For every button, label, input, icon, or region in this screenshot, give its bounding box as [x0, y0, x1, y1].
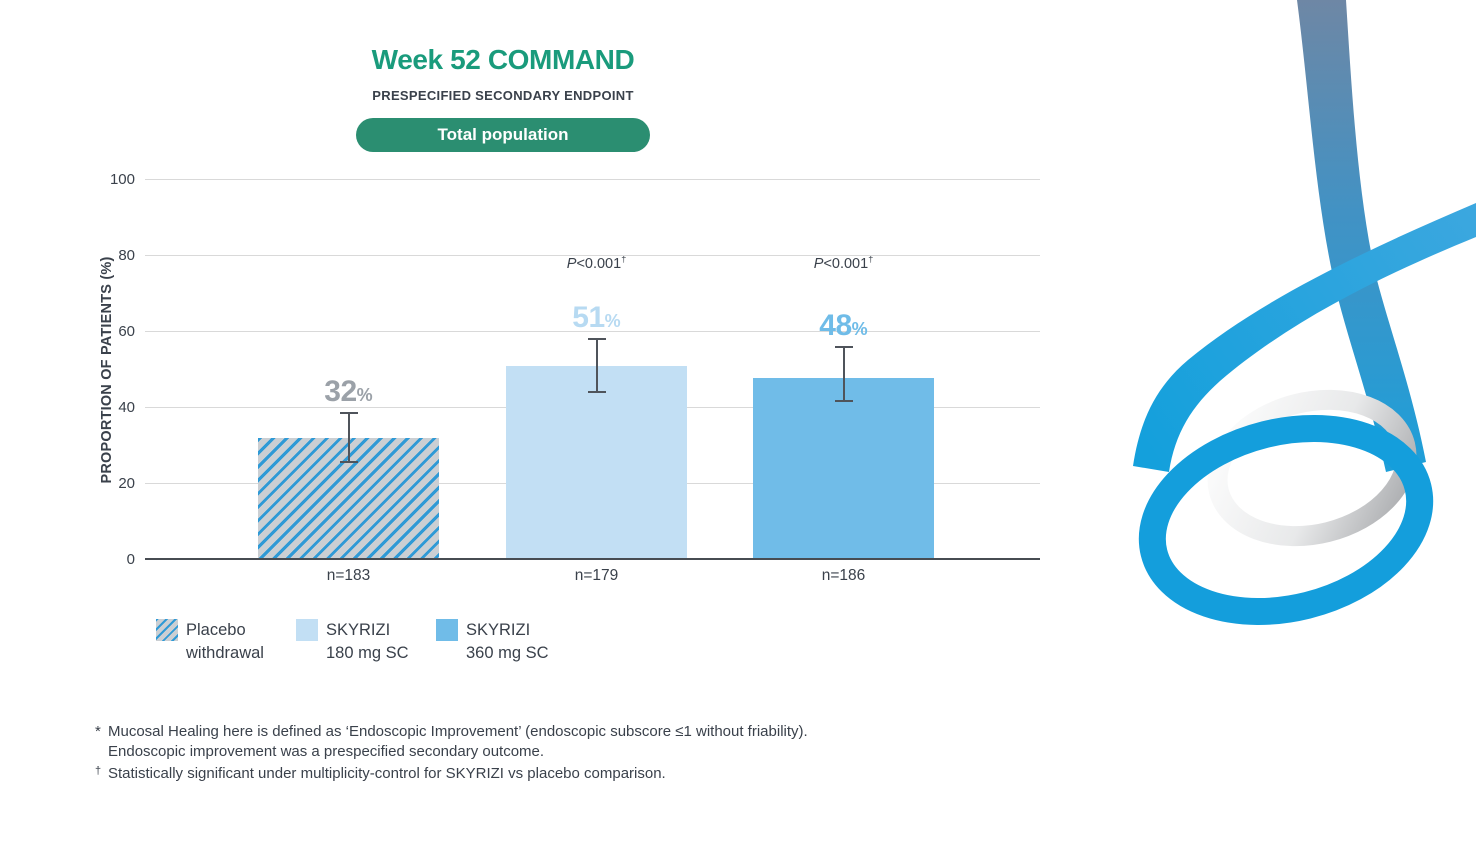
- legend-item-skyrizi-180: SKYRIZI 180 mg SC: [296, 619, 418, 665]
- page-subtitle: PRESPECIFIED SECONDARY ENDPOINT: [372, 88, 634, 103]
- gridline: [145, 331, 1040, 332]
- legend-label: SKYRIZI 360 mg SC: [466, 621, 549, 663]
- skyrizi-360-swatch-icon: [436, 619, 458, 641]
- footnote-text: Statistically significant under multipli…: [108, 765, 666, 782]
- y-tick-label: 0: [126, 551, 135, 568]
- chart-legend: Placebo withdrawal SKYRIZI 180 mg SC SKYRI…: [156, 619, 558, 665]
- y-tick-label: 100: [109, 171, 135, 188]
- gridline: [145, 255, 1040, 256]
- legend-label: Placebo withdrawal: [186, 621, 264, 663]
- y-tick-label: 80: [118, 247, 135, 264]
- page-title: Week 52 COMMAND: [371, 44, 635, 75]
- value-label-skyrizi-360: 48%: [819, 309, 868, 343]
- p-value-label-skyrizi-180: P<0.001†: [566, 254, 627, 272]
- p-value-label-skyrizi-360: P<0.001†: [813, 254, 874, 272]
- asterisk-marker: *: [95, 723, 101, 740]
- legend-label: SKYRIZI 180 mg SC: [326, 621, 409, 663]
- value-label-placebo-withdrawal: 32%: [324, 374, 373, 408]
- error-bar-skyrizi-180: [587, 337, 606, 393]
- n-label-skyrizi-360: n=186: [821, 567, 866, 584]
- error-bar-skyrizi-360: [834, 346, 853, 403]
- dagger-marker: †: [95, 765, 102, 777]
- n-label-skyrizi-180: n=179: [574, 567, 619, 584]
- plot-area: 32% n=183 51% P<0.001† n=179 48% P<0.001† n=186…: [110, 171, 1040, 584]
- y-tick-label: 40: [118, 399, 135, 416]
- value-label-skyrizi-180: 51%: [572, 300, 621, 334]
- footnote-asterisk: * Mucosal Healing here is defined as ‘En…: [95, 722, 815, 762]
- footnote-text: Mucosal Healing here is defined as ‘Endo…: [108, 723, 808, 760]
- legend-item-skyrizi-360: SKYRIZI 360 mg SC: [436, 619, 558, 665]
- legend-item-placebo: Placebo withdrawal: [156, 619, 278, 665]
- footnote-dagger: † Statistically significant under multip…: [95, 764, 815, 784]
- footnotes: * Mucosal Healing here is defined as ‘En…: [95, 722, 815, 784]
- skyrizi-180-swatch-icon: [296, 619, 318, 641]
- bar-skyrizi-180: [506, 366, 687, 560]
- bar-skyrizi-360: [753, 377, 934, 560]
- x-axis-line: [145, 558, 1040, 560]
- y-tick-label: 60: [118, 323, 135, 340]
- n-label-placebo-withdrawal: n=183: [326, 567, 371, 584]
- placebo-swatch-icon: [156, 619, 178, 641]
- gridline: [145, 179, 1040, 180]
- ribbon-graphic: [1133, 0, 1476, 626]
- error-bar-placebo-withdrawal: [339, 411, 358, 464]
- total-population-tab[interactable]: Total population: [356, 118, 650, 152]
- y-tick-label: 20: [118, 475, 135, 492]
- y-axis-title: PROPORTION OF PATIENTS (%): [99, 256, 115, 484]
